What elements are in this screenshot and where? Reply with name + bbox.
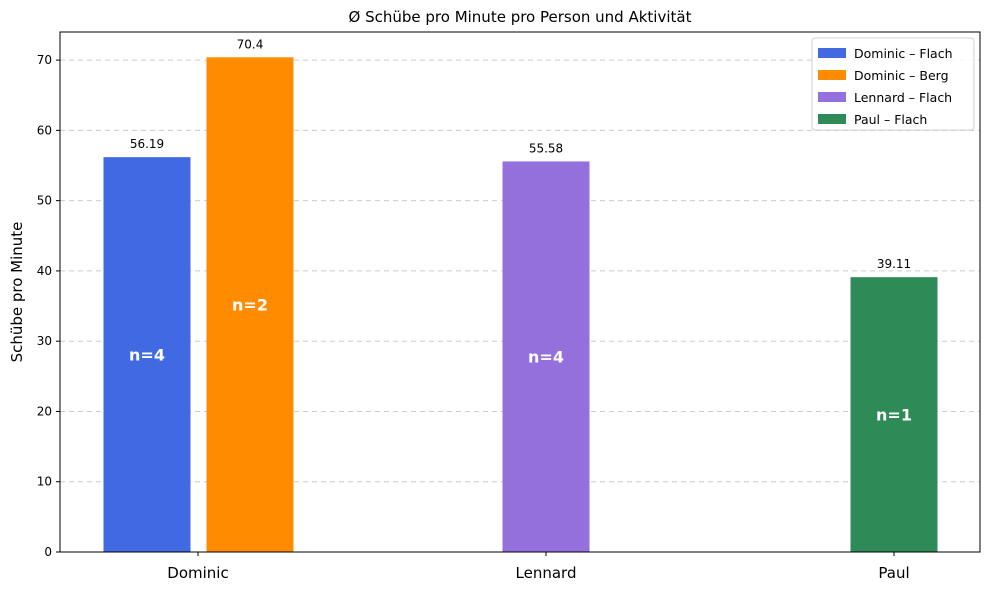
legend-label: Dominic – Flach [854, 46, 953, 61]
chart-title: Ø Schübe pro Minute pro Person und Aktiv… [349, 8, 692, 26]
bar [502, 161, 590, 552]
legend-swatch [818, 114, 846, 124]
bar-n-label: n=4 [129, 346, 165, 365]
bar-value-label: 56.19 [130, 137, 164, 151]
bar-n-label: n=4 [528, 348, 564, 367]
bar-n-label: n=1 [876, 406, 912, 425]
legend-swatch [818, 48, 846, 58]
legend-swatch [818, 92, 846, 102]
bar [206, 57, 294, 552]
x-tick-label: Dominic [167, 564, 228, 582]
y-axis-label: Schübe pro Minute [8, 222, 26, 363]
axes: 0 10 20 30 40 50 60 70 Dominic Lennard Paul [37, 31, 981, 582]
y-tick-label: 50 [37, 194, 52, 208]
y-tick-label: 20 [37, 404, 52, 418]
plot-frame [59, 31, 981, 553]
bar-value-label: 70.4 [237, 37, 264, 51]
legend-box [811, 37, 975, 131]
y-tick-label: 40 [37, 264, 52, 278]
bar [850, 277, 938, 552]
bars: 56.19 n=4 70.4 n=2 55.58 n=4 39.11 n=1 [103, 37, 938, 552]
y-tick-label: 70 [37, 53, 52, 67]
y-tick-label: 30 [37, 334, 52, 348]
legend-label: Paul – Flach [854, 112, 927, 127]
legend-label: Lennard – Flach [854, 90, 952, 105]
bar-n-label: n=2 [232, 296, 268, 315]
bar-value-label: 55.58 [529, 141, 563, 155]
bar [103, 157, 191, 552]
legend: Dominic – Flach Dominic – Berg Lennard – F… [811, 37, 975, 131]
bar-value-label: 39.11 [877, 257, 911, 271]
legend-label: Dominic – Berg [854, 68, 949, 83]
y-tick-label: 0 [44, 545, 52, 559]
y-tick-label: 10 [37, 475, 52, 489]
x-tick-label: Paul [878, 564, 909, 582]
y-tick-label: 60 [37, 123, 52, 137]
x-tick-label: Lennard [516, 564, 577, 582]
legend-swatch [818, 70, 846, 80]
